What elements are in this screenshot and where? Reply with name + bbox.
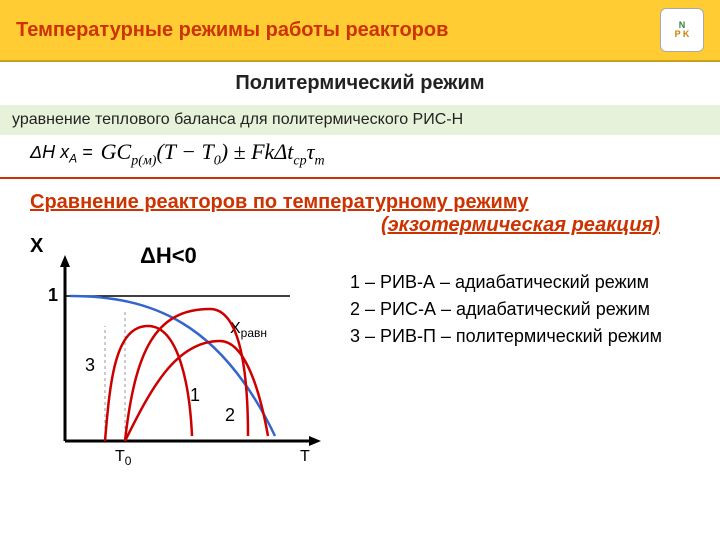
y-axis-arrow-icon — [60, 255, 70, 267]
t-label: T — [300, 448, 310, 465]
compare-subtitle: (экзотермическая реакция) — [0, 214, 660, 237]
y-max-label: 1 — [48, 285, 58, 305]
t0-label: T0 — [115, 448, 132, 468]
dh-label: ΔH<0 — [140, 243, 197, 269]
legend: 1 – РИВ-А – адиабатический режим 2 – РИС… — [350, 269, 662, 350]
page-title: Температурные режимы работы реакторов — [16, 19, 448, 42]
equation-band-label: уравнение теплового баланса для политерм… — [0, 105, 720, 135]
legend-item-2: 2 – РИС-А – адиабатический режим — [350, 296, 662, 323]
legend-item-1: 1 – РИВ-А – адиабатический режим — [350, 269, 662, 296]
curve3-label: 3 — [85, 355, 95, 375]
eq-dh: ΔH — [30, 142, 55, 162]
compare-title: Сравнение реакторов по температурному ре… — [30, 191, 690, 214]
curve2-label: 2 — [225, 405, 235, 425]
eq-lhs: ΔH xA = — [30, 142, 93, 166]
legend-item-3: 3 – РИВ-П – политермический режим — [350, 323, 662, 350]
chart: X ΔH<0 1 Xравн 3 1 2 — [30, 241, 330, 481]
equation-row: ΔH xA = GCp(м)(T − T0) ± FkΔtсрτт — [0, 135, 720, 179]
curve1-label: 1 — [190, 385, 200, 405]
logo-icon: N P K — [660, 8, 704, 52]
eq-sub-a: A — [69, 152, 77, 166]
chart-svg: 1 Xравн 3 1 2 T0 T — [30, 241, 330, 471]
header: Температурные режимы работы реакторов N … — [0, 0, 720, 62]
y-axis-label: X — [30, 235, 43, 258]
eq-equals: = — [82, 142, 93, 162]
eq-rhs: GCp(м)(T − T0) ± FkΔtсрτт — [101, 139, 325, 169]
bottom-row: X ΔH<0 1 Xравн 3 1 2 — [0, 237, 720, 481]
x-axis-arrow-icon — [309, 436, 321, 446]
eq-x: x — [60, 142, 69, 162]
subheader: Политермический режим — [0, 72, 720, 95]
